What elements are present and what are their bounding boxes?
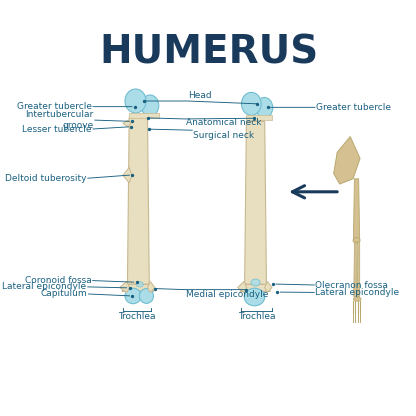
Polygon shape: [353, 179, 360, 240]
Ellipse shape: [136, 282, 143, 287]
Text: Trochlea: Trochlea: [119, 312, 156, 321]
Polygon shape: [123, 168, 132, 183]
Text: Intertubercular
groove: Intertubercular groove: [25, 110, 94, 130]
Text: Head: Head: [188, 91, 212, 99]
Polygon shape: [354, 242, 357, 297]
Text: Capitulum: Capitulum: [41, 290, 87, 298]
Polygon shape: [123, 120, 131, 127]
Text: Deltoid tuberosity: Deltoid tuberosity: [5, 174, 87, 183]
Polygon shape: [265, 282, 272, 292]
Text: Anatomical neck: Anatomical neck: [186, 118, 261, 127]
Ellipse shape: [241, 92, 261, 115]
Ellipse shape: [251, 279, 260, 286]
Ellipse shape: [353, 238, 360, 243]
Polygon shape: [238, 282, 247, 292]
Polygon shape: [122, 285, 154, 291]
Polygon shape: [245, 121, 267, 285]
Polygon shape: [240, 285, 270, 291]
Text: HUMERUS: HUMERUS: [99, 33, 318, 71]
Ellipse shape: [256, 97, 273, 118]
Polygon shape: [129, 113, 159, 118]
Text: Coronoid fossa: Coronoid fossa: [25, 276, 92, 285]
Polygon shape: [334, 136, 360, 184]
Ellipse shape: [244, 288, 265, 306]
Polygon shape: [357, 242, 360, 297]
Polygon shape: [246, 115, 272, 120]
Text: Trochlea: Trochlea: [238, 312, 275, 321]
Text: Greater tubercle: Greater tubercle: [17, 102, 92, 111]
Text: Olecranon fossa: Olecranon fossa: [315, 280, 388, 290]
Text: Greater tubercle: Greater tubercle: [316, 103, 391, 112]
Polygon shape: [120, 282, 129, 292]
Ellipse shape: [125, 89, 146, 113]
Polygon shape: [148, 282, 155, 292]
Text: Lateral epicondyle: Lateral epicondyle: [2, 282, 87, 291]
Text: Medial epicondyle: Medial epicondyle: [186, 290, 268, 299]
Text: Surgical neck: Surgical neck: [193, 131, 254, 139]
Ellipse shape: [353, 297, 361, 301]
Polygon shape: [127, 117, 149, 285]
Text: Lateral epicondyle: Lateral epicondyle: [315, 288, 399, 297]
Ellipse shape: [125, 288, 141, 304]
Text: Lesser tubercle: Lesser tubercle: [22, 125, 92, 134]
Ellipse shape: [141, 95, 159, 116]
Ellipse shape: [139, 289, 154, 303]
